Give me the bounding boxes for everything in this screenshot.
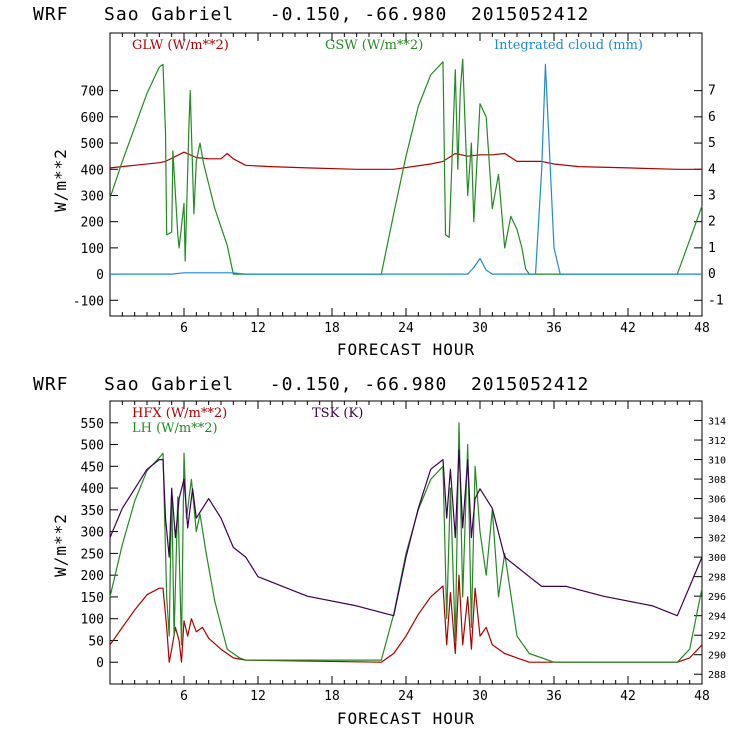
- y2-tick-label: -1: [708, 293, 724, 308]
- series-line-gsw: [109, 58, 703, 275]
- x-tick-label: 36: [546, 321, 562, 336]
- y-tick-label: 500: [81, 137, 104, 152]
- panel-radiation: WRF Sao Gabriel -0.150, -66.980 20150524…: [33, 4, 724, 359]
- y2-tick-label: 306: [708, 495, 726, 506]
- y2-tick-label: 310: [708, 456, 726, 467]
- panel-1-series: [109, 58, 703, 275]
- x-tick-label: 42: [620, 689, 636, 704]
- y2-tick-label: 308: [708, 475, 726, 486]
- legend-cloud: Integrated cloud (mm): [494, 38, 643, 53]
- panel-2-ticks: 6 12 18 24 30 36 42 48 0 50 100 150 200 250 300 350 400 4…: [81, 401, 726, 704]
- y2-tick-label: 304: [708, 514, 726, 525]
- x-tick-label: 24: [398, 689, 414, 704]
- x-tick-label: 18: [324, 689, 340, 704]
- panel-fluxes: WRF Sao Gabriel -0.150, -66.980 20150524…: [33, 374, 726, 728]
- y-tick-label: 400: [81, 163, 104, 178]
- x-tick-label: 6: [180, 321, 188, 336]
- legend-lh: LH (W/m**2): [132, 421, 218, 436]
- panel-2-title: WRF Sao Gabriel -0.150, -66.980 20150524…: [33, 374, 589, 395]
- legend-gsw: GSW (W/m**2): [325, 38, 423, 53]
- y-tick-label: 0: [96, 268, 104, 283]
- y2-tick-label: 288: [708, 670, 726, 681]
- panel-1-ylabel: W/m**2: [51, 148, 70, 212]
- y-tick-label: 500: [81, 439, 104, 454]
- y2-tick-label: 7: [708, 84, 716, 99]
- legend-tsk: TSK (K): [312, 406, 363, 421]
- y-tick-label: 350: [81, 504, 104, 519]
- y2-tick-label: 2: [708, 215, 716, 230]
- y2-tick-label: 292: [708, 631, 726, 642]
- panel-2-series: [109, 422, 703, 663]
- y2-tick-label: 300: [708, 553, 726, 564]
- y-tick-label: 600: [81, 111, 104, 126]
- y-tick-label: 450: [81, 460, 104, 475]
- panel-2-frame: [109, 400, 703, 685]
- panel-2-xlabel: FORECAST HOUR: [337, 709, 475, 728]
- y2-tick-label: 296: [708, 592, 726, 603]
- series-line-integrated: [110, 63, 702, 275]
- y-tick-label: 150: [81, 591, 104, 606]
- x-tick-label: 48: [694, 689, 710, 704]
- panel-1-ticks: 6 12 18 24 30 36 42 48-100010020030040050060070…: [73, 33, 724, 336]
- x-tick-label: 42: [620, 321, 636, 336]
- y2-tick-label: 290: [708, 651, 726, 662]
- series-line-lh: [109, 422, 703, 663]
- y2-tick-label: 312: [708, 436, 726, 447]
- y-tick-label: 0: [96, 656, 104, 671]
- y2-tick-label: 314: [708, 417, 726, 428]
- x-tick-label: 30: [472, 321, 488, 336]
- panel-1-xlabel: FORECAST HOUR: [337, 340, 475, 359]
- y-tick-label: 400: [81, 482, 104, 497]
- y2-tick-label: 6: [708, 110, 716, 125]
- panel-1-title: WRF Sao Gabriel -0.150, -66.980 20150524…: [33, 4, 589, 25]
- y2-tick-label: 4: [708, 162, 716, 177]
- x-tick-label: 12: [250, 321, 266, 336]
- y-tick-label: -100: [73, 294, 104, 309]
- legend-hfx: HFX (W/m**2): [132, 406, 227, 421]
- y-tick-label: 200: [81, 569, 104, 584]
- y-tick-label: 100: [81, 242, 104, 257]
- y-tick-label: 700: [81, 85, 104, 100]
- x-tick-label: 12: [250, 689, 266, 704]
- panel-2-ylabel: W/m**2: [51, 513, 70, 577]
- legend-glw: GLW (W/m**2): [132, 38, 229, 53]
- x-tick-label: 6: [180, 689, 188, 704]
- x-tick-label: 30: [472, 689, 488, 704]
- y-tick-label: 100: [81, 613, 104, 628]
- y2-tick-label: 3: [708, 188, 716, 203]
- y2-tick-label: 302: [708, 534, 726, 545]
- y2-tick-label: 0: [708, 267, 716, 282]
- y2-tick-label: 294: [708, 612, 726, 623]
- y2-tick-label: 5: [708, 136, 716, 151]
- y2-tick-label: 1: [708, 241, 716, 256]
- y-tick-label: 550: [81, 417, 104, 432]
- series-line-tsk: [109, 449, 703, 617]
- y-tick-label: 300: [81, 526, 104, 541]
- y-tick-label: 250: [81, 547, 104, 562]
- x-tick-label: 36: [546, 689, 562, 704]
- y-tick-label: 50: [88, 634, 104, 649]
- series-line-hfx: [109, 574, 703, 663]
- x-tick-label: 48: [694, 321, 710, 336]
- y2-tick-label: 298: [708, 573, 726, 584]
- x-tick-label: 18: [324, 321, 340, 336]
- y-tick-label: 200: [81, 216, 104, 231]
- x-tick-label: 24: [398, 321, 414, 336]
- y-tick-label: 300: [81, 189, 104, 204]
